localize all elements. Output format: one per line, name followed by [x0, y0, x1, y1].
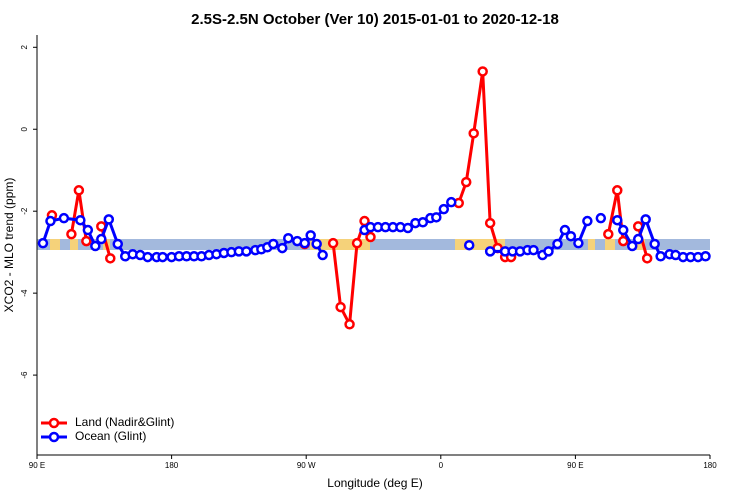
data-point [402, 222, 414, 234]
data-point [655, 251, 666, 262]
x-tick-label: 90 W [297, 461, 316, 470]
data-point [460, 176, 472, 188]
data-point [268, 238, 279, 250]
data-point [75, 214, 86, 226]
data-point [112, 238, 124, 250]
y-tick-label: -6 [20, 371, 29, 379]
land-strip [637, 239, 645, 250]
data-point [311, 238, 322, 250]
data-point [305, 230, 316, 241]
series-line [69, 71, 649, 330]
data-point [351, 237, 363, 249]
ocean-strip [37, 239, 710, 250]
data-point [58, 212, 70, 224]
data-point [37, 237, 49, 249]
data-point [641, 253, 653, 264]
data-point [431, 212, 442, 223]
data-point [603, 228, 614, 240]
data-point [649, 238, 660, 250]
x-tick-label: 90 E [29, 461, 45, 470]
land-strip [310, 239, 370, 250]
data-point [317, 249, 328, 261]
land-strip [70, 239, 78, 250]
data-point [299, 237, 310, 249]
data-point [142, 251, 153, 263]
legend-marker [48, 431, 60, 443]
x-tick-label: 180 [165, 461, 179, 470]
data-point [543, 246, 554, 257]
data-point [365, 231, 376, 243]
x-tick-label: 90 E [567, 461, 583, 470]
land-strip [605, 239, 615, 250]
data-point [438, 203, 450, 215]
legend-label: Land (Nadir&Glint) [75, 415, 174, 429]
data-point [582, 215, 593, 227]
data-point [417, 217, 429, 228]
y-tick-label: 0 [20, 126, 29, 131]
data-point [277, 242, 288, 254]
data-point [90, 240, 101, 252]
data-point [612, 214, 623, 226]
data-point [595, 212, 607, 224]
data-point [335, 301, 346, 313]
data-point [528, 244, 539, 256]
x-tick-label: 180 [703, 461, 717, 470]
data-point [612, 185, 623, 196]
data-point [96, 233, 107, 245]
data-point [103, 214, 115, 225]
y-tick-label: -2 [20, 207, 29, 215]
data-point [468, 128, 479, 139]
land-strip [455, 239, 505, 250]
data-point [463, 239, 475, 251]
data-point [283, 232, 294, 244]
data-point [632, 233, 644, 245]
data-point [327, 237, 339, 249]
data-point [559, 224, 571, 236]
data-point [241, 246, 252, 257]
data-point [446, 196, 457, 208]
legend-label: Ocean (Glint) [75, 429, 146, 443]
data-point [66, 228, 77, 240]
data-point [573, 237, 584, 249]
land-strip [50, 239, 60, 250]
data-point [82, 224, 94, 236]
y-tick-label: -4 [20, 289, 29, 297]
data-point [626, 240, 638, 252]
legend-marker [48, 417, 60, 429]
x-axis-label: Longitude (deg E) [327, 476, 422, 490]
data-point [565, 230, 577, 242]
data-point [618, 224, 629, 236]
data-point [344, 319, 355, 330]
data-point [157, 251, 168, 263]
y-axis-label: XCO2 - MLO trend (ppm) [2, 178, 16, 313]
data-point [618, 235, 629, 247]
data-point [73, 185, 85, 196]
data-point [105, 253, 116, 264]
data-point [45, 215, 56, 227]
data-point [484, 246, 496, 257]
land-strip [588, 239, 595, 250]
data-point [81, 235, 92, 247]
data-point [552, 238, 563, 250]
x-tick-label: 0 [439, 461, 444, 470]
data-point [700, 251, 711, 262]
data-point [484, 217, 496, 229]
chart-title: 2.5S-2.5N October (Ver 10) 2015-01-01 to… [191, 11, 559, 28]
data-point [477, 66, 488, 77]
data-point [640, 214, 651, 225]
y-tick-label: 2 [20, 45, 29, 50]
